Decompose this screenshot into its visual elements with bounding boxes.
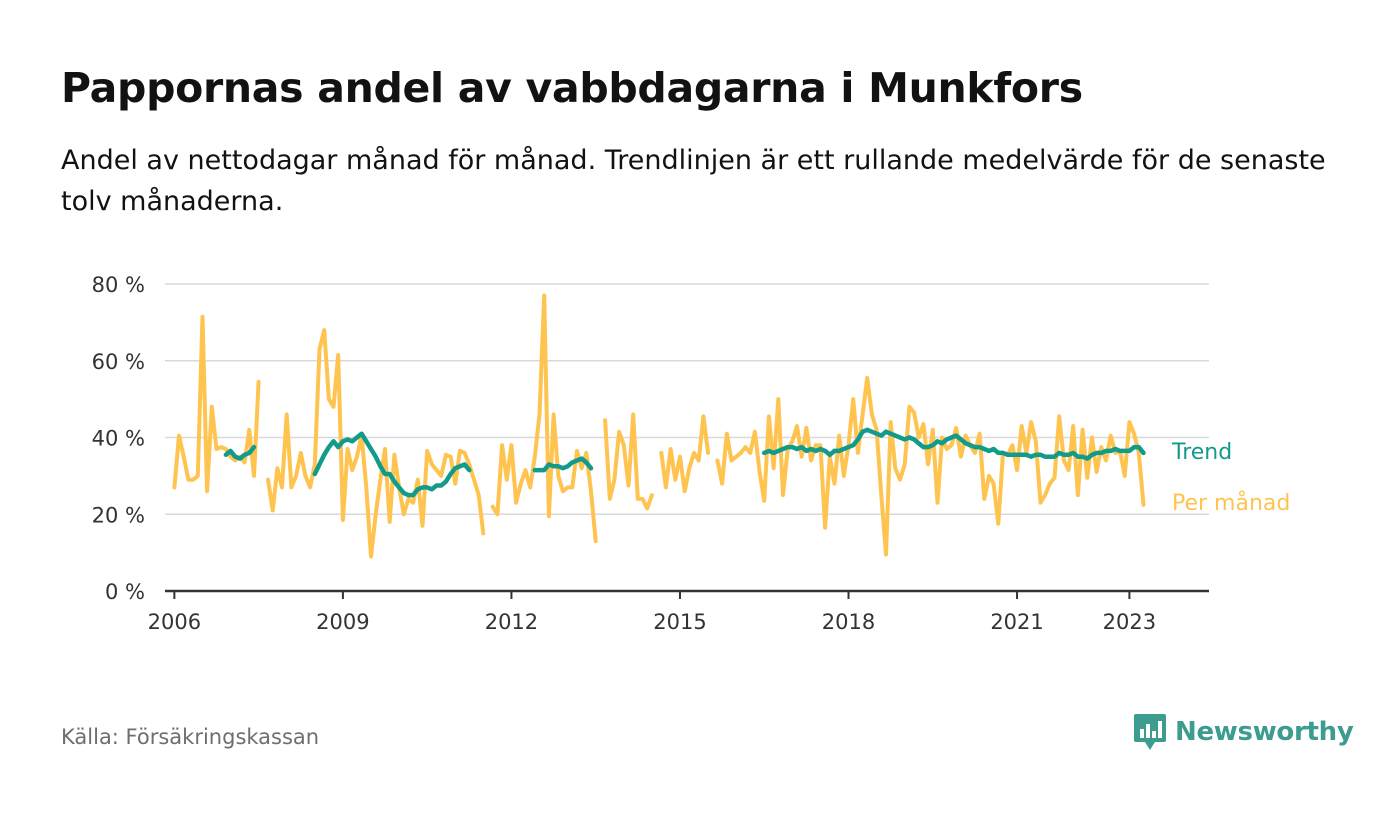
- x-axis: 2006 2009 2012 2015 2018 2021 2023: [148, 589, 1209, 634]
- x-tick-label: 2012: [485, 610, 538, 634]
- newsworthy-logo: Newsworthy: [1133, 712, 1354, 752]
- x-tick-label: 2021: [990, 610, 1043, 634]
- trend-series-label: Trend: [1171, 440, 1232, 465]
- y-tick-label: 20 %: [92, 503, 145, 527]
- y-tick-label: 0 %: [105, 580, 145, 604]
- monthly-series-line: [172, 293, 1146, 559]
- source-note: Källa: Försäkringskassan: [61, 725, 320, 749]
- bar-chart-speech-bubble-icon: [1134, 714, 1166, 750]
- chart-title: Pappornas andel av vabbdagarna i Munkfor…: [61, 64, 1083, 112]
- x-tick-label: 2015: [653, 610, 706, 634]
- series-lines: [172, 293, 1146, 559]
- x-tick-label: 2023: [1103, 610, 1156, 634]
- y-axis: 0 % 20 % 40 % 60 % 80 %: [92, 273, 145, 604]
- y-tick-label: 40 %: [92, 427, 145, 451]
- brand-name: Newsworthy: [1175, 717, 1354, 747]
- chart-subtitle: Andel av nettodagar månad för månad. Tre…: [61, 145, 1326, 217]
- x-tick-label: 2009: [316, 610, 369, 634]
- series-labels: Per månad Trend: [1171, 440, 1290, 516]
- monthly-series-label: Per månad: [1172, 490, 1290, 516]
- x-tick-label: 2018: [822, 610, 875, 634]
- x-tick-label: 2006: [148, 610, 201, 634]
- trend-series-line: [223, 427, 1146, 498]
- y-tick-label: 60 %: [92, 350, 145, 374]
- y-tick-label: 80 %: [92, 273, 145, 297]
